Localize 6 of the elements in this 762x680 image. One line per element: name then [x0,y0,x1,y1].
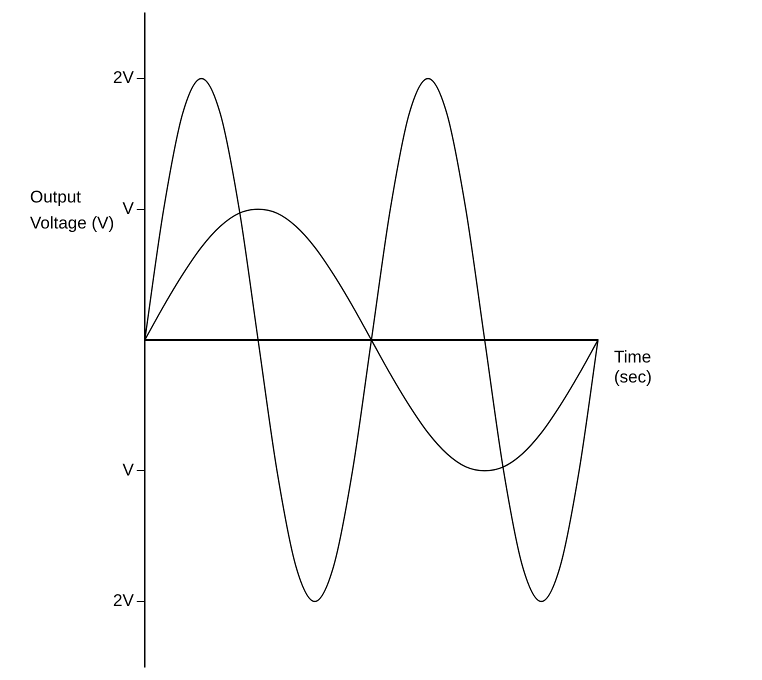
y-tick-label: 2V [112,68,134,88]
y-axis-title: Output Voltage (V) [30,188,114,233]
y-tick-label: V [122,198,134,218]
y-tick-label: 2V [112,591,134,610]
y-tick-label: V [122,460,134,480]
x-axis-title: Time (sec) [614,348,652,387]
